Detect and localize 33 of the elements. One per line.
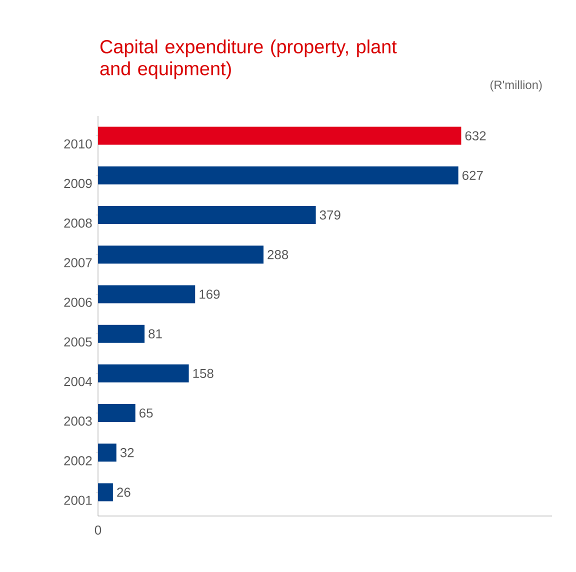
bar [98, 166, 458, 184]
bar [98, 324, 145, 343]
text: 0 [94, 526, 102, 535]
text: (R'million) [490, 80, 542, 92]
bar [98, 126, 462, 145]
bar [98, 246, 264, 264]
data-label: 65 [140, 408, 153, 418]
data-label: 288 [268, 250, 288, 260]
bar [98, 285, 196, 304]
y-tick-label: 2004 [64, 376, 92, 386]
data-label: 632 [465, 131, 486, 140]
y-tick-label: 2010 [64, 139, 92, 148]
y-tick-label: 2008 [64, 218, 92, 228]
y-tick-label: 2002 [64, 456, 92, 466]
data-label: 32 [120, 448, 134, 458]
data-label: 81 [148, 329, 162, 338]
chart-title: Capital expenditure (property, plant and equipment) [100, 40, 397, 80]
bar [98, 364, 189, 382]
data-label: 158 [193, 368, 214, 378]
y-tick-label: 2003 [64, 416, 92, 426]
y-tick-label: 2009 [64, 178, 92, 188]
y-tick-label: 2001 [64, 496, 92, 505]
bar [98, 483, 113, 502]
data-label: 169 [200, 290, 220, 299]
data-label: 26 [117, 488, 130, 497]
data-label: 627 [462, 170, 483, 180]
bar [98, 444, 116, 462]
y-tick-label: 2007 [64, 258, 92, 268]
y-tick-label: 2005 [64, 337, 92, 347]
y-tick-label: 2006 [64, 298, 92, 307]
bar [98, 404, 136, 422]
data-label: 379 [320, 210, 340, 220]
bar [98, 206, 316, 224]
